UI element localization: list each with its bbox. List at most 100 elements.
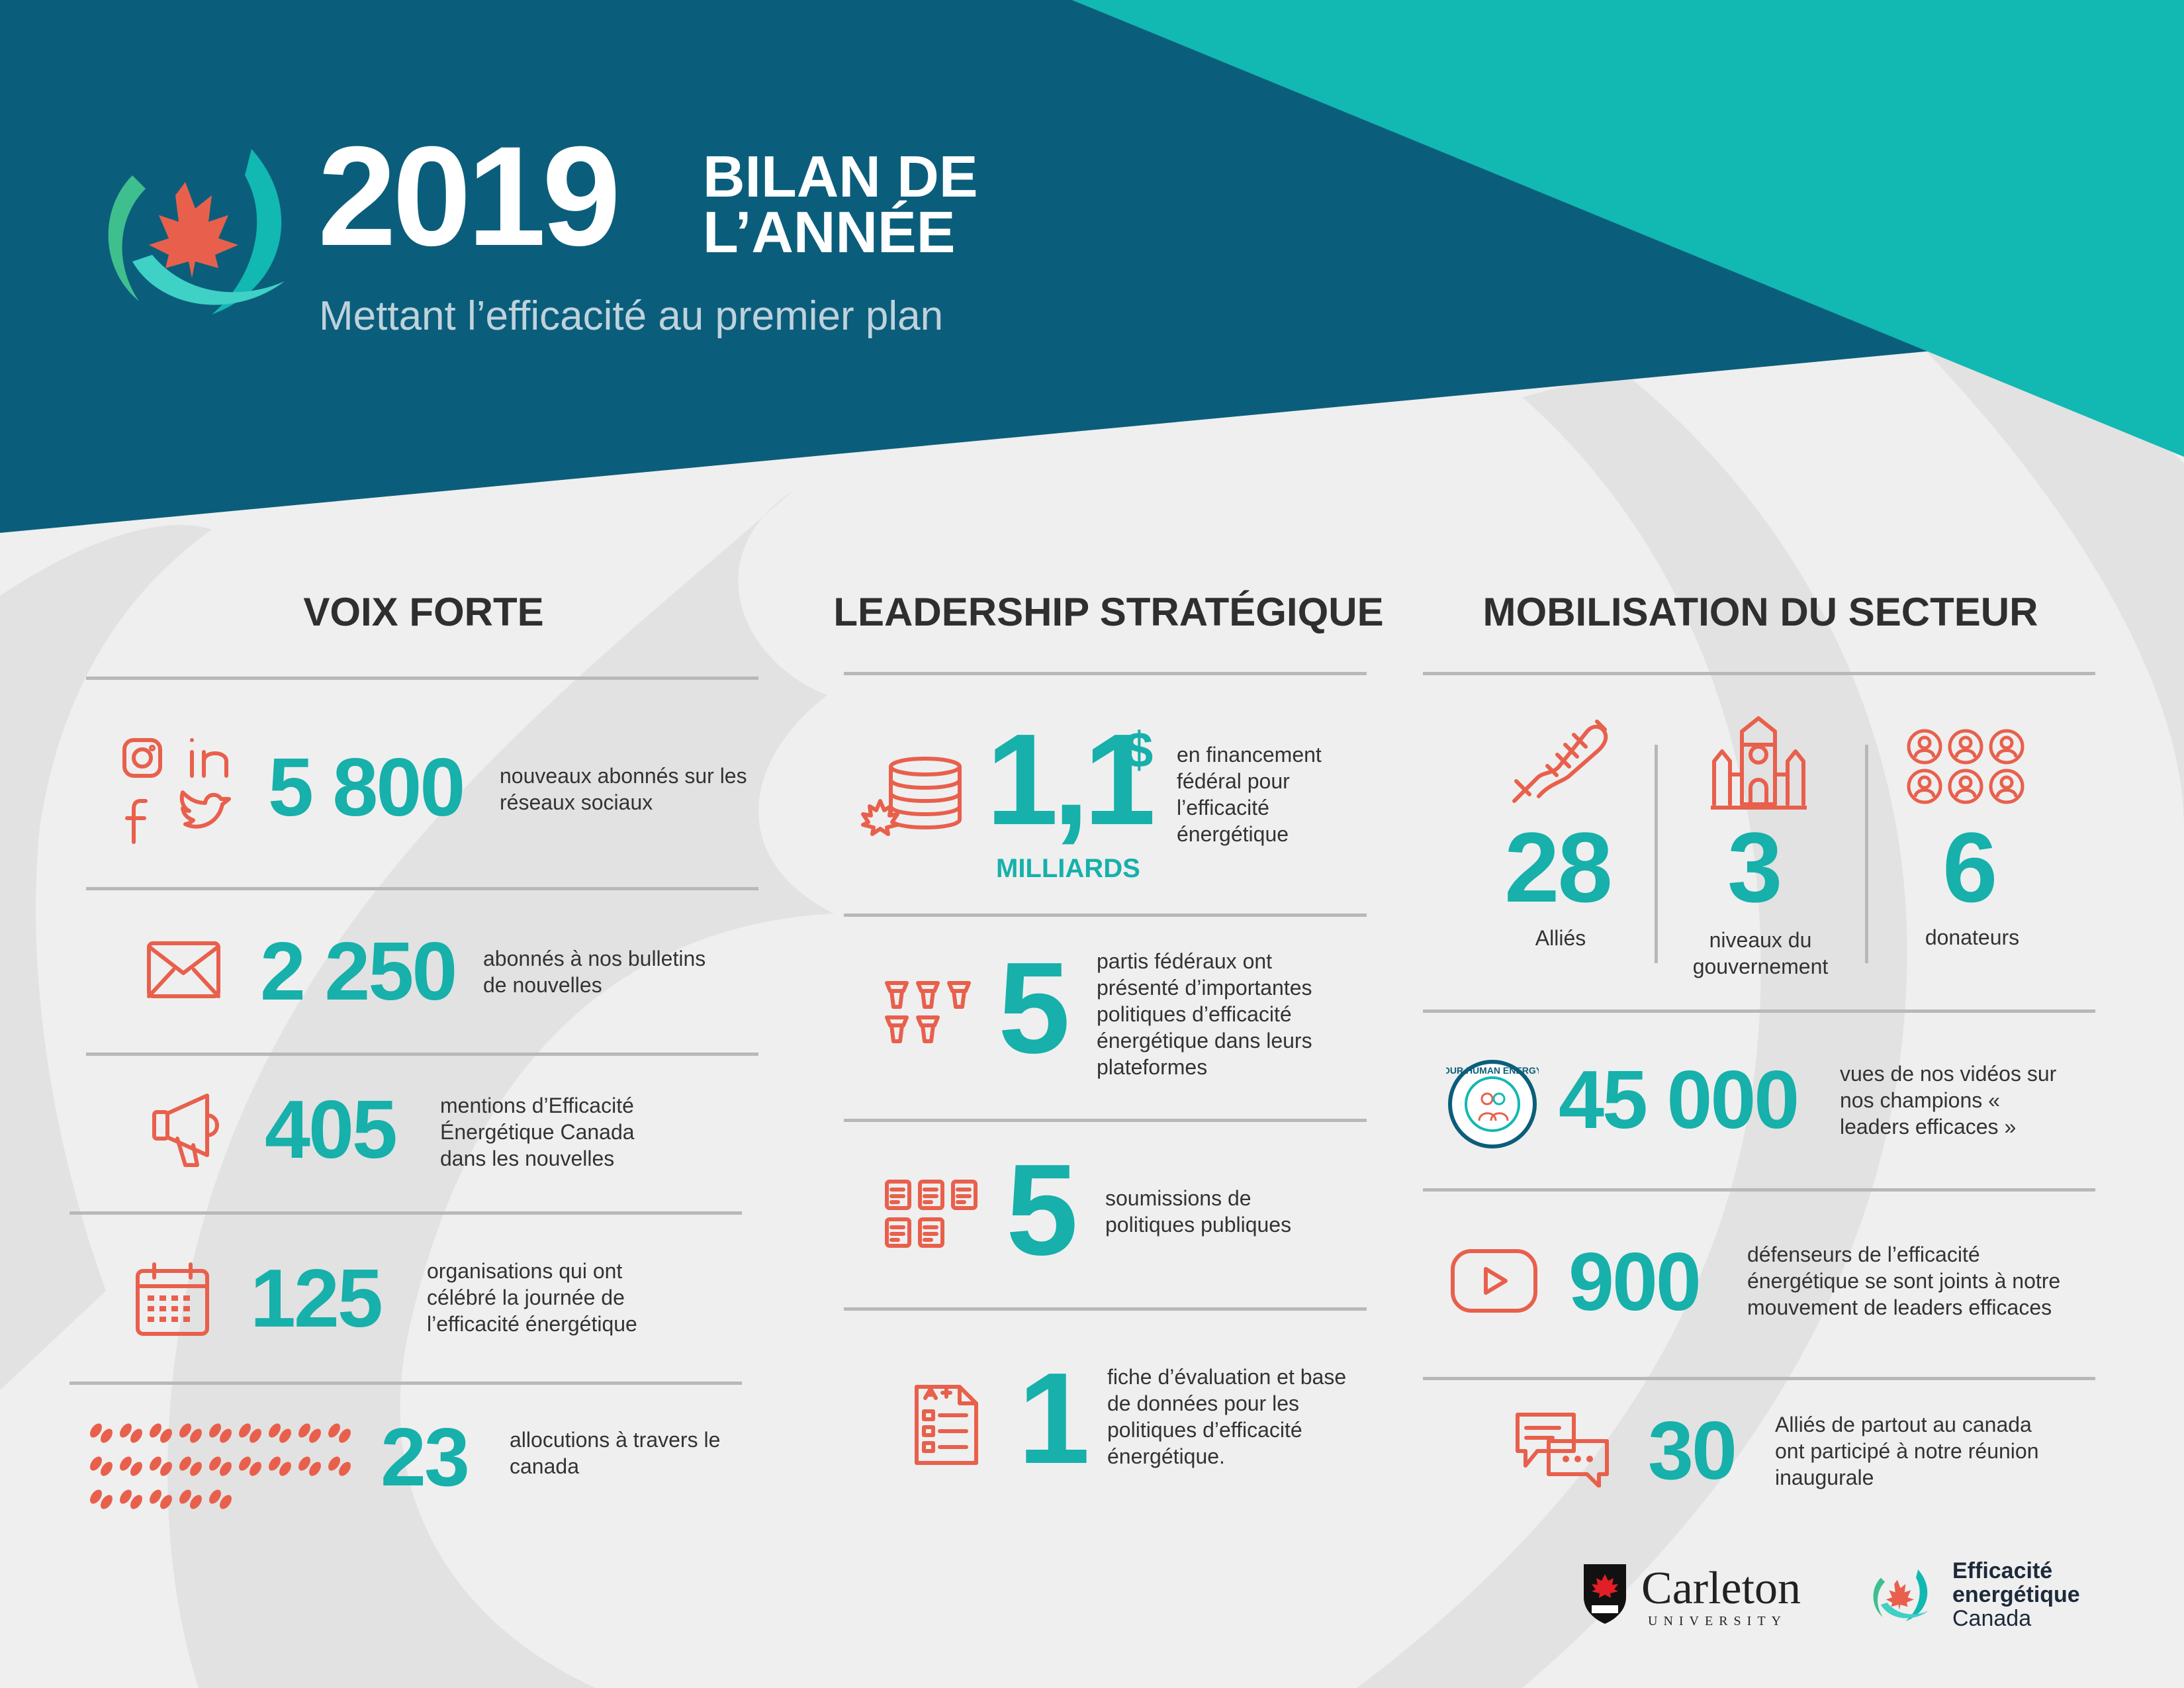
section-title-mobilisation: MOBILISATION DU SECTEUR xyxy=(1482,590,2038,634)
person-icon xyxy=(1907,729,1942,765)
footprint-icon xyxy=(120,1423,142,1443)
envelope-icon xyxy=(146,940,222,1000)
footprint-icon xyxy=(150,1423,172,1443)
person-icon xyxy=(1948,769,1983,804)
footprint-icon xyxy=(179,1456,202,1476)
carleton-sub: UNIVERSITY xyxy=(1648,1614,1787,1628)
stat-description: défenseurs de l’efficacité énergétique s… xyxy=(1747,1243,2061,1319)
stat-description: partis fédéraux ont présenté d’important… xyxy=(1097,949,1312,1079)
our-human-energy-badge: OUR HUMAN ENERGY xyxy=(1446,1058,1539,1150)
stat-value: 1,1 xyxy=(986,707,1156,852)
scorecard-icon xyxy=(913,1383,979,1466)
stat-value: 900 xyxy=(1569,1237,1702,1328)
eec-logo-mark xyxy=(86,136,298,331)
footprint-icon xyxy=(298,1456,321,1476)
chat-icon xyxy=(1514,1411,1610,1487)
youtube-icon xyxy=(1449,1248,1539,1314)
stat-description: nouveaux abonnés sur les réseaux sociaux xyxy=(500,764,747,814)
divider xyxy=(1423,1009,2095,1013)
calendar-icon xyxy=(134,1261,210,1337)
person-icon xyxy=(1948,729,1983,765)
divider xyxy=(1423,672,2095,675)
carleton-name: Carleton xyxy=(1641,1563,1801,1614)
stat-description: allocutions à travers le canada xyxy=(510,1428,721,1478)
footprint-icon xyxy=(150,1456,172,1476)
stat-value: 6 xyxy=(1942,812,1997,923)
stat-value: 5 xyxy=(1006,1137,1078,1282)
people-icons xyxy=(1906,728,2032,808)
stat-value: 405 xyxy=(265,1084,398,1176)
footprint-icon xyxy=(90,1456,113,1476)
footprint-icon xyxy=(209,1423,232,1443)
megaphone-icon xyxy=(151,1092,230,1168)
divider xyxy=(69,1382,742,1385)
stat-value: 1 xyxy=(1018,1346,1090,1491)
footprint-icon xyxy=(120,1489,142,1509)
divider xyxy=(1423,1188,2095,1192)
divider xyxy=(1655,745,1658,963)
stat-description: vues de nos vidéos sur nos champions « l… xyxy=(1840,1062,2057,1139)
person-icon xyxy=(1989,769,2025,804)
podium-icons xyxy=(884,976,976,1049)
eec-line2: energétique xyxy=(1952,1582,2080,1607)
footprint-icon xyxy=(209,1489,232,1509)
stat-description: organisations qui ont célébré la journée… xyxy=(427,1259,637,1336)
stat-unit: MILLIARDS xyxy=(996,854,1140,883)
eec-line3: Canada xyxy=(1952,1606,2032,1631)
stat-label: Alliés xyxy=(1535,926,1586,950)
footprint-icons xyxy=(89,1420,361,1526)
section-title-voix-forte: VOIX FORTE xyxy=(303,590,544,634)
header-year: 2019 xyxy=(318,117,621,275)
footprint-icon xyxy=(120,1456,142,1476)
divider xyxy=(1423,1377,2095,1380)
stat-value: 5 xyxy=(998,935,1070,1080)
coins-icon xyxy=(860,755,973,837)
divider xyxy=(86,677,758,680)
stat-label: niveaux du gouvernement xyxy=(1692,928,1829,978)
eec-line1: Efficacité xyxy=(1952,1558,2053,1583)
footprint-icon xyxy=(179,1423,202,1443)
footprint-icon xyxy=(209,1456,232,1476)
stat-description: fiche d’évaluation et base de données po… xyxy=(1107,1365,1347,1468)
footprint-icon xyxy=(298,1423,321,1443)
header-teal-band xyxy=(1072,0,2184,457)
header-subtitle: Mettant l’efficacité au premier plan xyxy=(319,293,944,339)
stat-description: Alliés de partout au canada ont particip… xyxy=(1775,1413,2039,1489)
footprint-icon xyxy=(328,1456,351,1476)
header-title-line2: L’ANNÉE xyxy=(703,199,956,265)
stat-label: donateurs xyxy=(1925,925,2020,949)
footprint-icon xyxy=(328,1423,351,1443)
stat-description: mentions d’Efficacité Énergétique Canada… xyxy=(440,1094,635,1170)
document-icons xyxy=(884,1178,983,1251)
person-icon xyxy=(1989,729,2025,765)
footprint-icon xyxy=(239,1456,261,1476)
section-title-leadership: LEADERSHIP STRATÉGIQUE xyxy=(833,590,1384,634)
stat-description: soumissions de politiques publiques xyxy=(1105,1186,1292,1237)
stat-value: 5 800 xyxy=(268,742,465,833)
stat-description: abonnés à nos bulletins de nouvelles xyxy=(483,947,706,997)
badge-text: OUR HUMAN ENERGY xyxy=(1446,1065,1539,1076)
divider xyxy=(844,1119,1367,1122)
divider xyxy=(844,1307,1367,1311)
stat-value: 45 000 xyxy=(1559,1055,1799,1146)
stat-value: 2 250 xyxy=(260,926,457,1017)
footprint-icon xyxy=(239,1423,261,1443)
header-dark-band xyxy=(0,0,1933,533)
stat-value: 28 xyxy=(1504,812,1613,923)
divider xyxy=(69,1211,742,1215)
person-icon xyxy=(1907,769,1942,804)
stat-value: 30 xyxy=(1648,1405,1737,1497)
divider xyxy=(1865,745,1868,963)
footprint-icon xyxy=(179,1489,202,1509)
social-media-icons xyxy=(119,735,238,847)
divider xyxy=(844,914,1367,917)
header-title: BILAN DE L’ANNÉE xyxy=(703,148,1073,265)
handshake-icon xyxy=(1511,718,1610,804)
footprint-icon xyxy=(90,1423,113,1443)
stat-value: 23 xyxy=(381,1412,470,1503)
stat-value: 3 xyxy=(1727,812,1782,923)
currency-symbol: $ xyxy=(1125,722,1154,778)
footprint-icon xyxy=(150,1489,172,1509)
parliament-icon xyxy=(1711,715,1807,811)
